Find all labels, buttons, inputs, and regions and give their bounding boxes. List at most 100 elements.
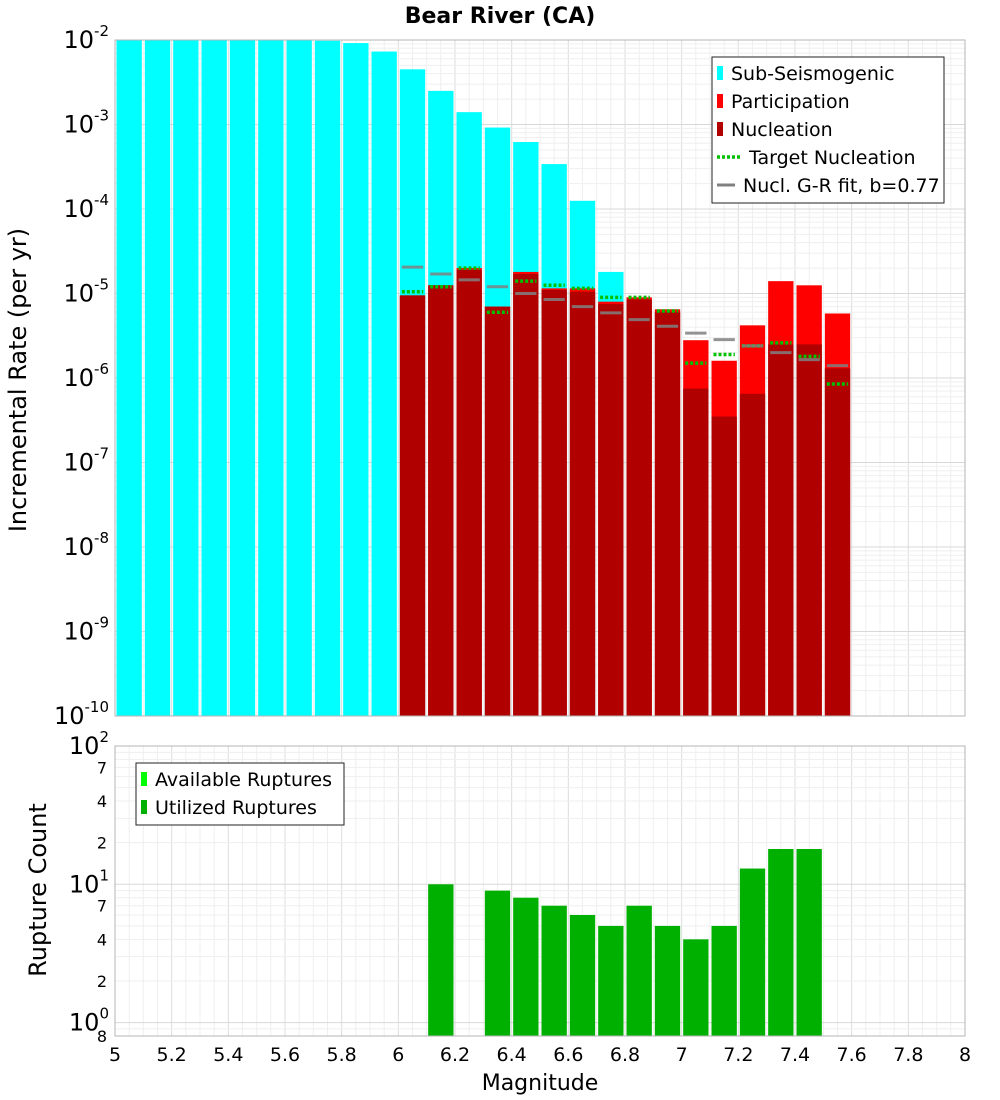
bar-utilized-ruptures	[626, 905, 652, 1036]
y-tick-base: 10	[63, 364, 94, 392]
y-tick-exponent: -7	[94, 445, 109, 463]
bar-sub-seismogenic	[144, 40, 171, 716]
bar-sub-seismogenic	[258, 40, 284, 716]
count-axis-label: Rupture Count	[24, 803, 52, 977]
x-tick-label: 6.2	[440, 1044, 470, 1066]
bar-nucleation	[768, 344, 794, 716]
x-tick-label: 7	[676, 1044, 688, 1066]
y-tick-label: 10-2	[63, 22, 109, 54]
y-tick-base: 10	[63, 111, 94, 139]
y-tick-label: 10-6	[63, 360, 109, 392]
bar-sub-seismogenic	[371, 51, 397, 717]
y-tick-label: 10-10	[54, 698, 109, 730]
x-tick-label: 7.4	[780, 1044, 810, 1066]
y-tick-minor-label: 7	[97, 758, 107, 777]
bar-utilized-ruptures	[428, 884, 454, 1036]
bar-nucleation	[484, 306, 511, 716]
bar-utilized-ruptures	[654, 925, 681, 1036]
x-tick-label: 6.6	[553, 1044, 583, 1066]
bar-utilized-ruptures	[484, 890, 511, 1036]
chart-title: Bear River (CA)	[405, 4, 596, 29]
legend-box	[135, 762, 345, 826]
y-tick-exponent: -2	[94, 22, 109, 40]
x-tick-label: 7.8	[893, 1044, 923, 1066]
bar-nucleation	[683, 388, 709, 716]
bar-utilized-ruptures	[711, 925, 737, 1036]
y-tick-label: 10-9	[63, 614, 109, 646]
x-tick-label: 8	[959, 1044, 971, 1066]
y-tick-exponent: -10	[85, 698, 110, 716]
y-tick-base: 10	[69, 1009, 100, 1037]
x-tick-label: 6.4	[497, 1044, 527, 1066]
legend-swatch	[141, 772, 147, 786]
legend-swatch	[717, 66, 723, 80]
bar-utilized-ruptures	[683, 939, 709, 1036]
plot-frame	[114, 745, 966, 1037]
legend-label: Nucl. G-R fit, b=0.77	[743, 175, 940, 197]
bar-nucleation	[399, 295, 426, 716]
bar-utilized-ruptures	[513, 897, 539, 1036]
legend-swatch	[717, 94, 723, 108]
bar-nucleation	[428, 285, 454, 716]
x-tick-label: 5.8	[327, 1044, 357, 1066]
bar-utilized-ruptures	[768, 848, 794, 1036]
y-tick-label: 10-8	[63, 529, 109, 561]
y-tick-label: 100	[69, 1005, 109, 1037]
y-tick-exponent: 2	[99, 728, 109, 746]
bar-utilized-ruptures	[796, 848, 822, 1036]
x-tick-label: 5.6	[270, 1044, 300, 1066]
bar-sub-seismogenic	[314, 40, 341, 717]
bar-utilized-ruptures	[569, 914, 596, 1036]
y-tick-label: 101	[69, 866, 109, 898]
y-tick-exponent: -4	[94, 191, 109, 209]
legend-label: Participation	[731, 91, 850, 113]
plot-frame	[114, 39, 966, 717]
y-tick-minor-label: 2	[97, 834, 107, 853]
bar-nucleation	[541, 290, 567, 716]
y-tick-label: 10-4	[63, 191, 109, 223]
rate-axis-label: Incremental Rate (per yr)	[4, 228, 32, 532]
y-tick-minor-label: 4	[97, 930, 107, 949]
y-tick-base: 10	[63, 618, 94, 646]
y-tick-base: 10	[63, 533, 94, 561]
y-tick-base: 10	[69, 870, 100, 898]
bar-nucleation	[711, 416, 737, 716]
y-tick-minor-label: 2	[97, 972, 107, 991]
legend-label: Sub-Seismogenic	[731, 63, 895, 85]
y-tick-label: 10-3	[63, 107, 109, 139]
bar-nucleation	[796, 344, 822, 716]
y-tick-label: 10-7	[63, 445, 109, 477]
y-tick-exponent: 0	[99, 1005, 109, 1023]
bar-nucleation	[824, 368, 851, 716]
bar-nucleation	[598, 304, 624, 716]
y-tick-minor-label: 7	[97, 897, 107, 916]
legend-box	[711, 56, 945, 204]
x-tick-label: 7.2	[723, 1044, 753, 1066]
bar-nucleation	[739, 393, 766, 716]
bar-utilized-ruptures	[739, 868, 766, 1036]
y-tick-exponent: -5	[94, 276, 109, 294]
x-tick-label: 6	[392, 1044, 404, 1066]
x-tick-label: 6.8	[610, 1044, 640, 1066]
bar-nucleation	[513, 274, 539, 716]
y-tick-base: 10	[54, 702, 85, 730]
y-tick-base: 10	[63, 195, 94, 223]
bar-sub-seismogenic	[116, 40, 142, 716]
bar-nucleation	[456, 269, 482, 716]
bar-nucleation	[654, 312, 681, 716]
y-tick-exponent: -8	[94, 529, 109, 547]
y-tick-exponent: -3	[94, 107, 109, 125]
y-tick-minor-label: 8	[97, 1027, 107, 1046]
bar-sub-seismogenic	[173, 40, 199, 716]
bar-utilized-ruptures	[541, 905, 567, 1036]
x-tick-label: 5	[109, 1044, 121, 1066]
y-tick-base: 10	[63, 26, 94, 54]
legend-label: Available Ruptures	[155, 769, 332, 791]
bar-sub-seismogenic	[201, 40, 227, 716]
y-tick-exponent: 1	[99, 866, 109, 884]
bar-sub-seismogenic	[343, 43, 369, 716]
magnitude-axis-label: Magnitude	[482, 1071, 599, 1096]
y-tick-exponent: -9	[94, 614, 109, 632]
